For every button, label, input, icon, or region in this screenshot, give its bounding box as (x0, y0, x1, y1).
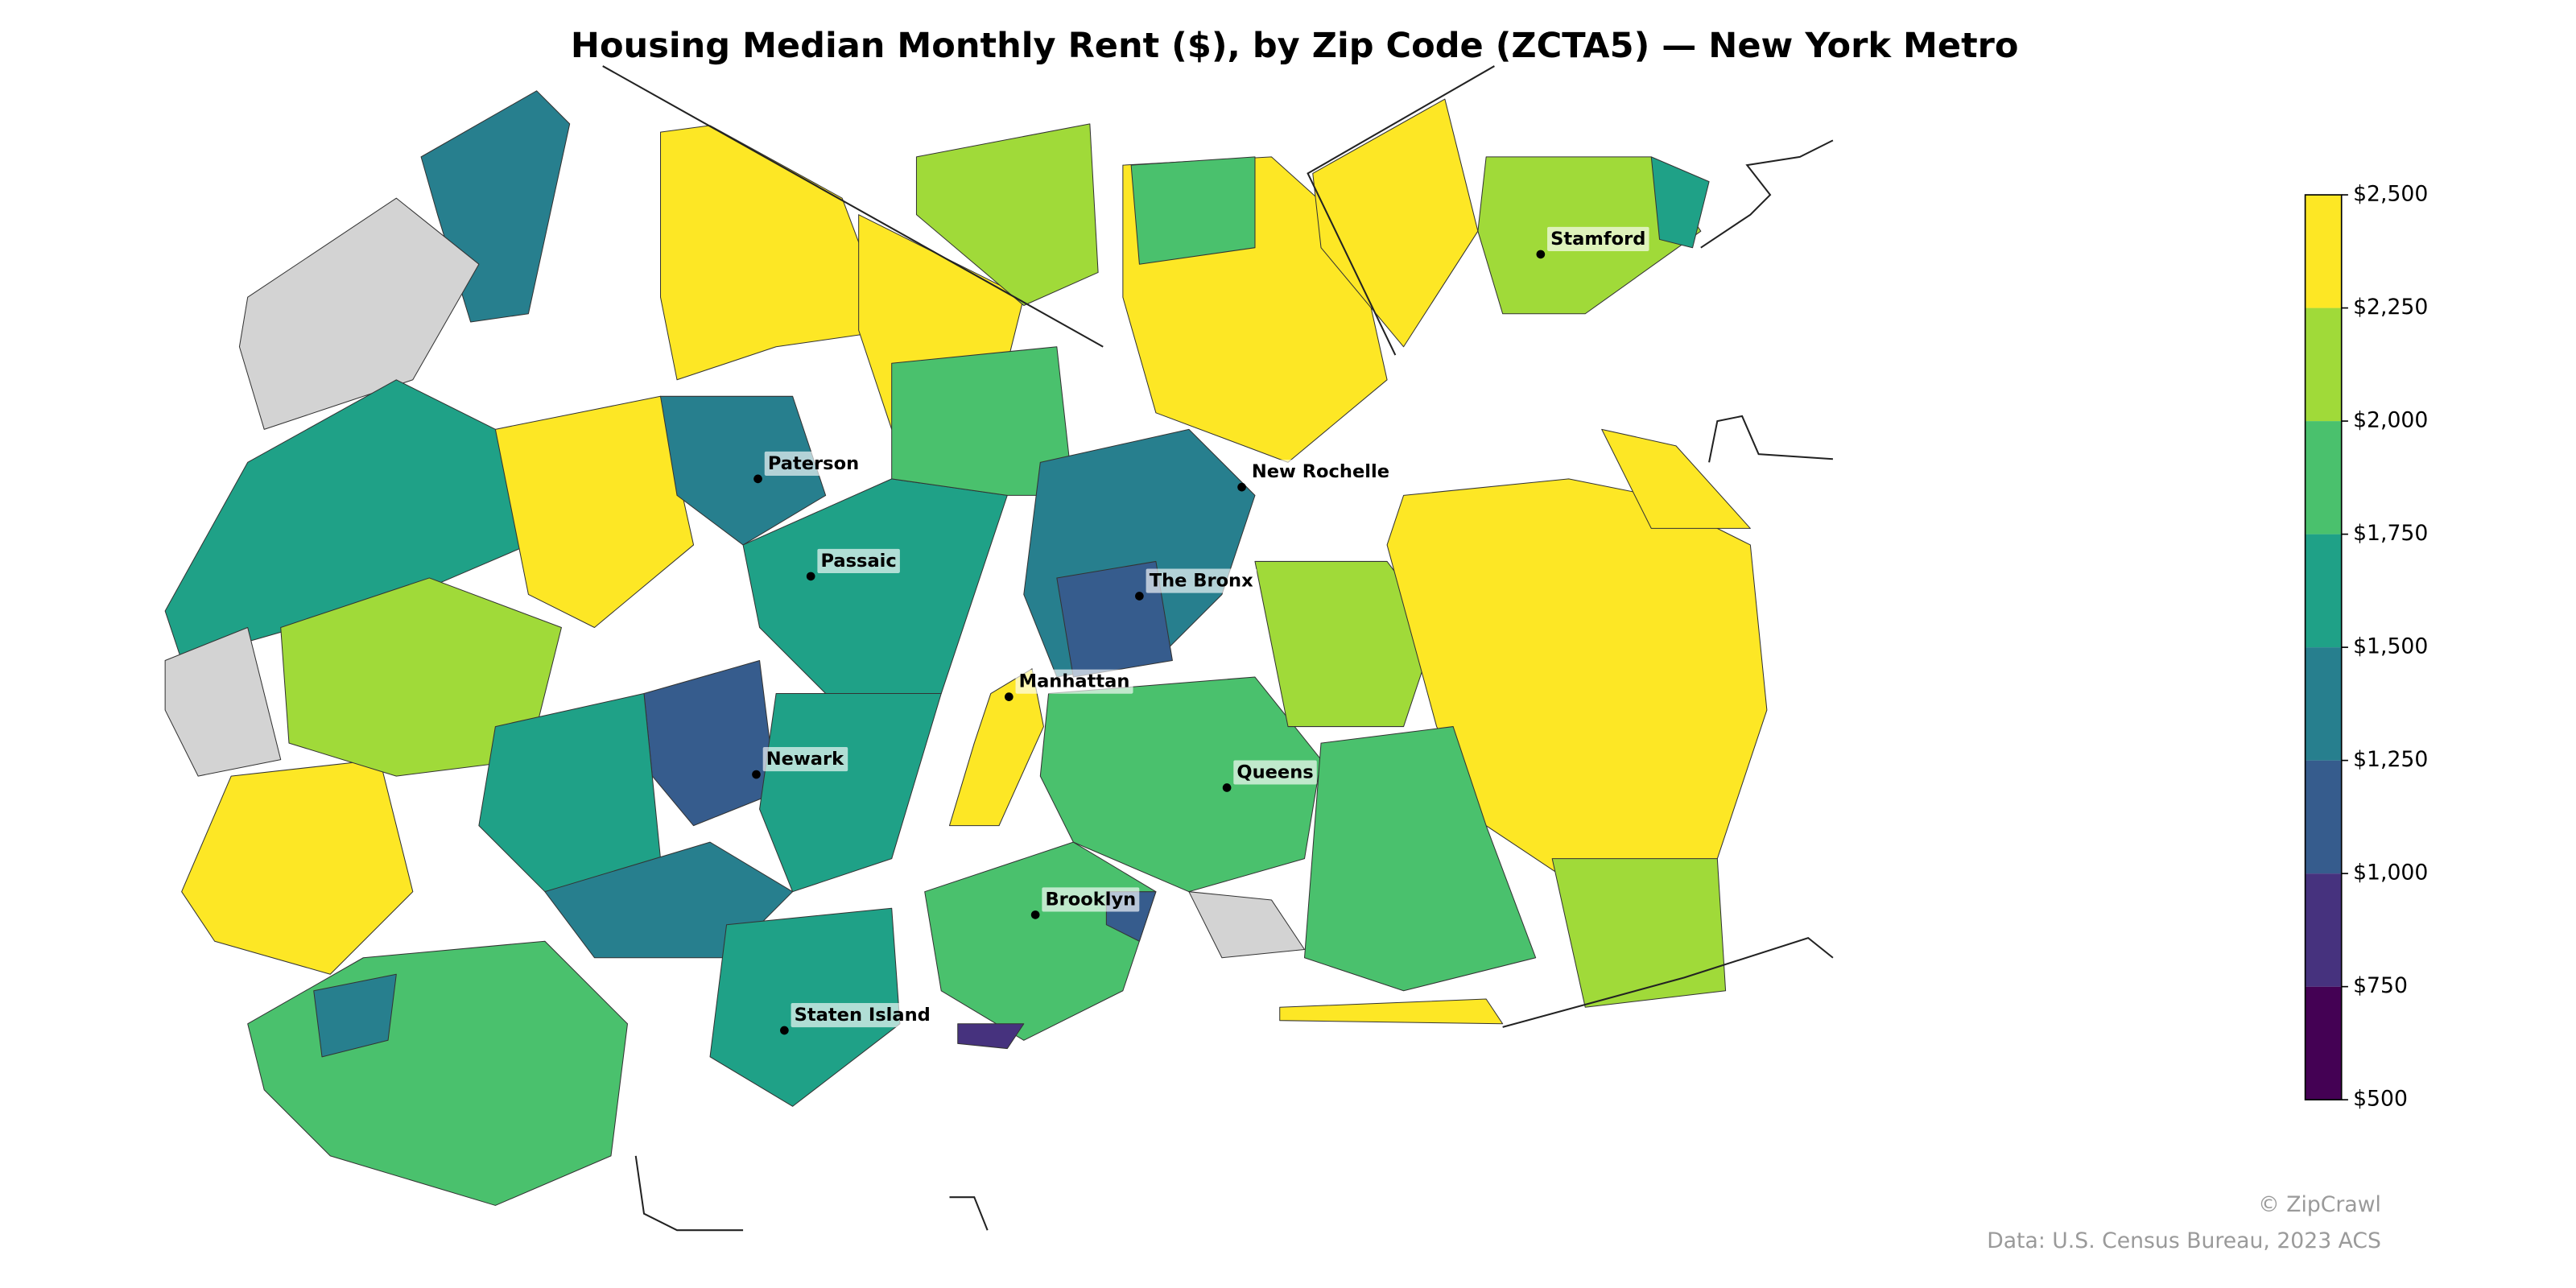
colorbar-tick-label: $1,000 (2353, 861, 2428, 886)
zip-region (1188, 891, 1306, 959)
city-label: Paterson (768, 453, 859, 474)
zip-region (1601, 428, 1751, 529)
zip-region (313, 973, 397, 1058)
city-layer: Stamford New Rochelle Paterson Passaic The B… (752, 226, 1649, 1035)
zip-region (948, 668, 1044, 827)
city-marker: Manhattan (1005, 669, 1133, 701)
city-dot (1005, 692, 1013, 701)
city-label: Stamford (1550, 229, 1645, 250)
city-label: Passaic (820, 551, 896, 572)
city-marker: The Bronx (1135, 568, 1257, 601)
city-dot (1030, 910, 1040, 919)
city-dot (1536, 250, 1546, 259)
colorbar-bin (2305, 760, 2342, 874)
map-title: Housing Median Monthly Rent ($), by Zip … (571, 26, 2019, 66)
city-marker: Staten Island (780, 1002, 934, 1035)
colorbar-tick-label: $1,750 (2353, 521, 2428, 546)
colorbar-bin (2305, 534, 2342, 648)
city-label: Queens (1236, 762, 1313, 783)
colorbar-tick-label: $500 (2353, 1087, 2408, 1112)
colorbar: $500 $750 $1,000 $1,250 $1,500 $1,750 $2,000 $2… (2304, 182, 2428, 1112)
zip-region (164, 626, 282, 777)
colorbar-tick-label: $1,250 (2353, 747, 2428, 772)
city-label: Manhattan (1019, 671, 1130, 692)
zip-region (1551, 858, 1727, 1008)
zip-region (924, 841, 1157, 1041)
colorbar-bin (2305, 647, 2342, 761)
city-label-box (1015, 669, 1133, 694)
zip-region (1303, 726, 1537, 992)
city-marker: Stamford (1536, 226, 1649, 259)
colorbar-bin (2305, 986, 2342, 1100)
city-label-box (762, 747, 848, 772)
state-border (602, 65, 1104, 348)
zip-region (643, 659, 777, 827)
city-label-box (817, 548, 900, 573)
city-marker: Queens (1222, 760, 1317, 792)
zip-region (494, 395, 695, 628)
zip-region (1056, 560, 1173, 678)
city-label: Staten Island (795, 1005, 931, 1026)
zip-region (238, 197, 480, 430)
city-label-box (791, 1002, 934, 1028)
zip-region (759, 693, 942, 893)
zip-region (659, 125, 893, 381)
coastline (1708, 415, 1833, 463)
city-marker: Brooklyn (1030, 887, 1140, 919)
coastline (634, 1155, 744, 1232)
source-note: Data: U.S. Census Bureau, 2023 ACS (1987, 1228, 2381, 1253)
city-label: Brooklyn (1045, 889, 1136, 910)
colorbar-bin (2305, 195, 2342, 308)
zip-region (1254, 560, 1438, 728)
city-dot (1135, 592, 1144, 601)
zip-region (1279, 998, 1504, 1025)
city-dot (753, 474, 762, 484)
city-marker: Passaic (806, 548, 900, 581)
city-label: The Bronx (1150, 571, 1253, 592)
city-label-box (1547, 226, 1649, 251)
city-label-box (1248, 460, 1393, 485)
colorbar-bin (2305, 308, 2342, 422)
colorbar-tick-label: $2,250 (2353, 295, 2428, 320)
credit: © ZipCrawl (2258, 1192, 2381, 1217)
city-label-box (1146, 568, 1257, 593)
zip-region (957, 1023, 1025, 1050)
city-dot (780, 1026, 789, 1035)
zip-region (659, 395, 827, 546)
region-layer (164, 90, 1768, 1206)
colorbar-tick-label: $1,500 (2353, 634, 2428, 659)
zip-region (1130, 156, 1256, 265)
city-label-box (764, 451, 863, 476)
colorbar-bin (2305, 421, 2342, 535)
zip-region (247, 940, 628, 1206)
city-marker: Paterson (753, 451, 863, 484)
colorbar-tick-label: $2,000 (2353, 408, 2428, 433)
city-dot (1222, 783, 1232, 792)
colorbar-tick-label: $2,500 (2353, 182, 2428, 207)
city-label-box (1042, 887, 1140, 912)
zip-region (915, 123, 1099, 306)
city-marker: Newark (752, 747, 848, 779)
zip-region (1650, 156, 1710, 249)
zip-region (181, 759, 414, 975)
coastline (1502, 936, 1834, 1028)
colorbar-tick-label: $750 (2353, 973, 2408, 998)
city-dot (752, 770, 761, 779)
state-border (1307, 65, 1495, 356)
coastline (949, 1196, 989, 1231)
city-dot (806, 572, 815, 581)
city-label: New Rochelle (1252, 461, 1389, 482)
city-marker: New Rochelle (1237, 460, 1393, 492)
borders (602, 65, 1834, 1232)
coastline (1700, 139, 1834, 249)
colorbar-bin (2305, 873, 2342, 987)
zip-region (1312, 98, 1479, 348)
zip-region (1039, 676, 1322, 893)
city-dot (1237, 482, 1246, 492)
city-label-box (1233, 760, 1317, 785)
city-label: Newark (766, 749, 844, 770)
